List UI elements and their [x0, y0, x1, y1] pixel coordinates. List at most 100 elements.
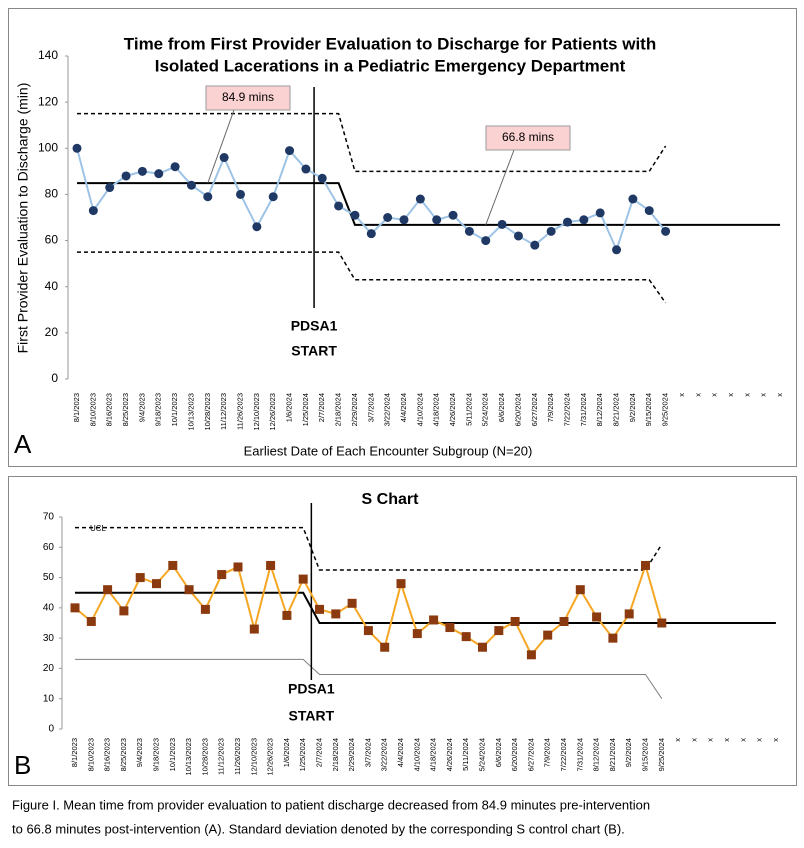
x-tick-label: 6/27/2024 — [526, 738, 535, 771]
x-tick-label: x — [726, 393, 735, 397]
data-point — [233, 562, 243, 572]
x-tick-label: 8/10/2023 — [86, 738, 95, 771]
x-tick-label: 4/10/2024 — [412, 738, 421, 771]
data-point — [219, 153, 229, 163]
x-tick-label: 7/31/2024 — [579, 393, 588, 426]
x-tick-label: 10/13/2023 — [186, 393, 195, 431]
data-point — [559, 616, 569, 626]
data-point — [217, 570, 227, 580]
x-tick-label: 1/6/2024 — [285, 393, 294, 422]
x-tick-label: 2/18/2024 — [331, 738, 340, 771]
center-line — [75, 591, 776, 624]
x-tick-label: 2/29/2024 — [347, 738, 356, 771]
data-point — [121, 171, 131, 181]
data-point — [301, 164, 311, 174]
x-tick-label: 7/9/2024 — [543, 738, 552, 767]
data-point — [464, 226, 474, 236]
callout-leader — [207, 109, 235, 184]
ucl-line — [77, 112, 667, 173]
x-tick-label: 9/4/2023 — [135, 738, 144, 767]
data-point — [513, 231, 523, 241]
x-tick-label: 4/10/2024 — [415, 393, 424, 426]
x-tick-label: 10/1/2023 — [168, 738, 177, 771]
x-tick-label: 8/12/2024 — [592, 738, 601, 771]
callout-leader — [485, 149, 515, 226]
x-tick-label: 6/20/2024 — [513, 393, 522, 426]
data-point — [119, 606, 129, 616]
center-line — [77, 182, 781, 226]
data-point — [103, 585, 113, 595]
data-point — [543, 630, 553, 640]
data-point — [380, 642, 390, 652]
x-tick-label: 11/12/2023 — [217, 738, 226, 775]
callout-label: 84.9 mins — [222, 90, 274, 104]
x-tick-label: x — [775, 393, 784, 397]
data-point — [448, 210, 458, 220]
data-point — [366, 229, 376, 239]
x-tick-label: 3/22/2024 — [380, 738, 389, 771]
data-point — [494, 626, 504, 636]
panel-letter: A — [14, 429, 32, 459]
x-tick-label: 6/27/2024 — [530, 393, 539, 426]
y-tick-label: 40 — [43, 602, 55, 613]
data-point — [429, 615, 439, 625]
x-tick-label: 9/4/2023 — [137, 393, 146, 422]
x-tick-label: 6/6/2024 — [497, 393, 506, 422]
data-point — [478, 642, 487, 652]
data-point — [563, 217, 572, 227]
data-point — [236, 189, 245, 199]
chart-title: Time from First Provider Evaluation to D… — [124, 34, 656, 53]
x-tick-label: 4/26/2024 — [448, 393, 457, 426]
panel-frame — [8, 8, 797, 467]
y-tick-label: 0 — [51, 371, 58, 385]
data-point — [86, 616, 96, 626]
caption: to 66.8 minutes post-intervention (A). S… — [12, 821, 625, 836]
x-tick-label: x — [706, 738, 715, 742]
data-point — [200, 604, 210, 614]
x-tick-label: 5/11/2024 — [461, 738, 470, 771]
x-tick-label: 5/24/2024 — [481, 393, 490, 426]
data-point — [641, 560, 650, 570]
x-tick-label: 9/2/2024 — [628, 393, 637, 422]
data-point — [186, 180, 196, 190]
x-tick-label: 8/21/2024 — [608, 738, 617, 771]
y-tick-label: 20 — [43, 663, 55, 674]
x-tick-label: 12/26/2023 — [266, 738, 275, 776]
x-tick-label: 6/6/2024 — [494, 738, 503, 767]
data-point — [412, 629, 422, 639]
data-point — [88, 206, 98, 216]
data-point — [461, 632, 471, 642]
x-tick-label: 4/4/2024 — [396, 738, 405, 767]
data-point — [445, 623, 455, 633]
data-point — [203, 192, 213, 202]
data-point — [579, 215, 589, 225]
data-point — [432, 215, 442, 225]
chart-title: S Chart — [362, 491, 420, 508]
x-tick-label: x — [677, 393, 686, 397]
data-point — [546, 226, 556, 236]
data-point — [315, 604, 324, 614]
x-tick-label: 3/7/2024 — [366, 393, 375, 422]
data-point — [249, 624, 259, 634]
panel-letter: B — [14, 750, 31, 780]
intervention-label: PDSA1 — [288, 681, 335, 697]
data-point — [530, 240, 540, 250]
x-tick-label: 8/16/2023 — [105, 393, 114, 426]
data-point — [72, 143, 82, 153]
y-tick-label: 60 — [45, 233, 59, 247]
data-point — [184, 585, 194, 595]
y-tick-label: 20 — [45, 325, 59, 339]
y-tick-label: 120 — [38, 94, 58, 108]
x-tick-label: 8/1/2023 — [72, 393, 81, 422]
x-tick-label: 9/25/2024 — [657, 738, 666, 771]
data-point — [331, 609, 341, 619]
y-tick-label: 80 — [45, 187, 59, 201]
y-tick-label: 140 — [38, 48, 58, 62]
y-tick-label: 50 — [43, 572, 55, 583]
x-tick-label: 9/15/2024 — [644, 393, 653, 426]
x-tick-label: 4/26/2024 — [445, 738, 454, 771]
data-point — [415, 194, 425, 204]
data-point — [657, 618, 667, 628]
x-tick-label: 3/7/2024 — [363, 738, 372, 767]
data-point — [317, 173, 327, 183]
